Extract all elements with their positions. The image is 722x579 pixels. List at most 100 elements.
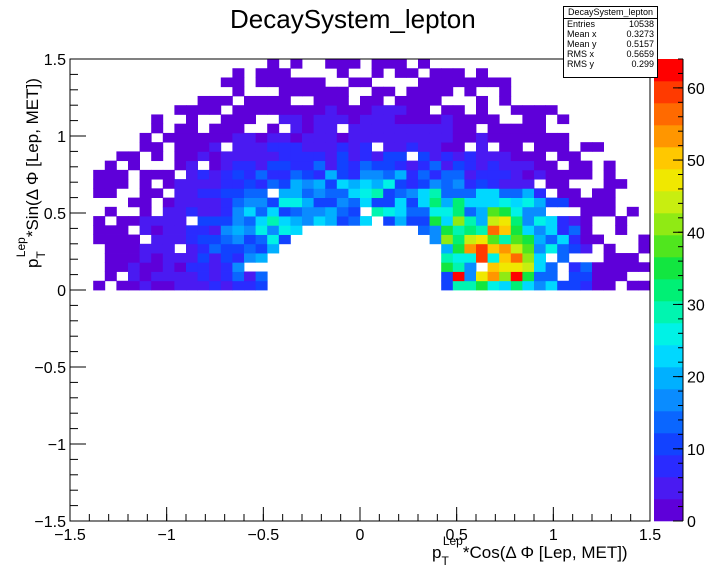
heatmap-cell (534, 188, 546, 198)
heatmap-cell (244, 160, 256, 171)
heatmap-cell (162, 243, 175, 254)
color-scale-band (654, 345, 683, 368)
heatmap-cell (209, 225, 222, 235)
heatmap-cell (278, 77, 291, 88)
color-scale-band (654, 323, 683, 346)
heatmap-cell (418, 206, 430, 217)
heatmap-cell (441, 160, 454, 171)
heatmap-cell (568, 169, 581, 180)
heatmap-cell (278, 114, 291, 125)
heatmap-cell (93, 280, 106, 291)
heatmap-cell (278, 105, 291, 115)
color-scale-band (654, 169, 683, 192)
heatmap-cell (244, 225, 256, 235)
y-tick-label: −1.5 (34, 514, 66, 531)
color-scale-band (654, 411, 683, 434)
heatmap-cell (487, 179, 500, 189)
heatmap-cell (510, 169, 523, 180)
heatmap-cell (557, 169, 570, 180)
heatmap-cell (429, 197, 442, 208)
heatmap-cell (603, 243, 616, 254)
heatmap-cell (244, 114, 256, 125)
heatmap-cell (197, 243, 210, 254)
heatmap-cell (476, 77, 488, 88)
heatmap-cell (441, 77, 454, 88)
heatmap-cell (209, 243, 222, 254)
heatmap-cell (325, 216, 338, 226)
heatmap-cell (626, 253, 639, 263)
heatmap-cell (139, 142, 152, 152)
heatmap-cell (441, 253, 454, 263)
heatmap-cell (580, 234, 593, 245)
heatmap-cell (522, 132, 535, 143)
heatmap-cell (429, 142, 442, 152)
heatmap-cell (487, 114, 500, 125)
heatmap-cell (394, 206, 407, 217)
heatmap-cell (557, 243, 570, 254)
heatmap-cell (522, 253, 535, 263)
x-tick-label: −1 (158, 527, 176, 544)
heatmap-cell (174, 123, 187, 134)
heatmap-cell (406, 188, 419, 198)
heatmap-cell (162, 253, 175, 263)
heatmap-cell (603, 280, 616, 291)
heatmap-cell (557, 132, 570, 143)
heatmap-cell (232, 160, 245, 171)
heatmap-cell (441, 151, 454, 162)
heatmap-cell (534, 206, 546, 217)
heatmap-cell (255, 197, 268, 208)
heatmap-cell (615, 262, 628, 272)
heatmap-cell (313, 142, 326, 152)
heatmap-cell (418, 179, 430, 189)
heatmap-cell (128, 160, 140, 171)
heatmap-cell (244, 271, 256, 282)
heatmap-cell (302, 160, 314, 171)
heatmap-cell (603, 197, 616, 208)
heatmap-cell (487, 123, 500, 134)
heatmap-cell (603, 262, 616, 272)
heatmap-cell (487, 160, 500, 171)
heatmap-cell (151, 253, 164, 263)
heatmap-cell (104, 243, 117, 254)
heatmap-cell (278, 95, 291, 106)
heatmap-cell (394, 59, 407, 69)
heatmap-cell (244, 179, 256, 189)
heatmap-cell (580, 160, 593, 171)
heatmap-cell (209, 151, 222, 162)
heatmap-cell (383, 132, 396, 143)
heatmap-cell (568, 160, 581, 171)
heatmap-cell (464, 280, 477, 291)
heatmap-cell (348, 105, 361, 115)
heatmap-cell (174, 271, 187, 282)
heatmap-cell (580, 169, 593, 180)
heatmap-cell (348, 132, 361, 143)
heatmap-cell (371, 151, 384, 162)
heatmap-cell (452, 114, 465, 125)
heatmap-cell (510, 132, 523, 143)
y-tick-label: −0.5 (34, 360, 66, 377)
y-tick-label: 1 (57, 129, 66, 146)
heatmap-cell (603, 206, 616, 217)
heatmap-cell (534, 197, 546, 208)
heatmap-cell (406, 197, 419, 208)
heatmap-cell (267, 179, 280, 189)
heatmap-cell (476, 169, 488, 180)
heatmap-cell (429, 206, 442, 217)
heatmap-cell (360, 114, 372, 125)
heatmap-cell (232, 225, 245, 235)
heatmap-cell (499, 169, 512, 180)
heatmap-cell (499, 77, 512, 88)
heatmap-cell (592, 142, 604, 152)
heatmap-cell (522, 197, 535, 208)
heatmap-cell (244, 234, 256, 245)
heatmap-cell (302, 216, 314, 226)
heatmap-cell (418, 132, 430, 143)
heatmap-cell (429, 225, 442, 235)
heatmap-cell (406, 179, 419, 189)
heatmap-cell (209, 262, 222, 272)
heatmap-cell (232, 243, 245, 254)
heatmap-cell (418, 86, 430, 97)
color-scale-band (654, 125, 683, 148)
heatmap-cell (452, 160, 465, 171)
heatmap-cell (348, 77, 361, 88)
